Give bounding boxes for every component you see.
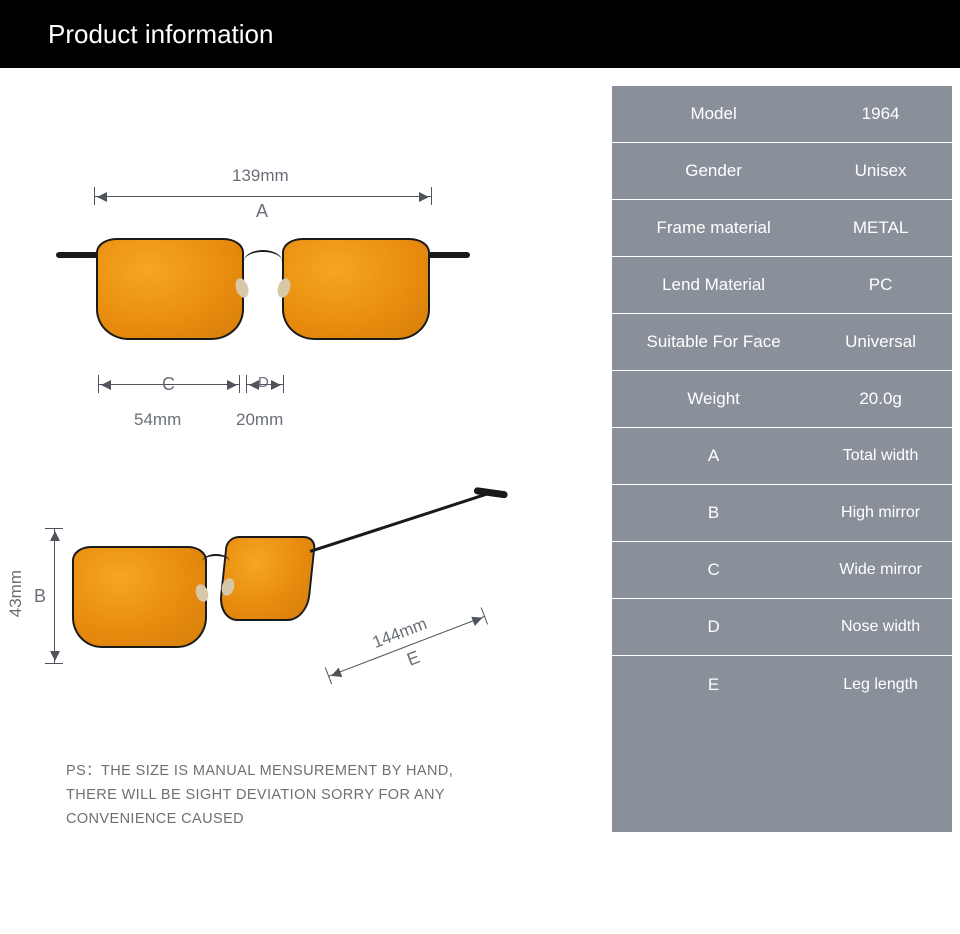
spec-label: Suitable For Face <box>612 332 809 352</box>
dimension-value-a: 139mm <box>232 166 289 186</box>
spec-label: D <box>612 617 809 637</box>
spec-row: Weight 20.0g <box>612 371 952 428</box>
dimension-letter-b: B <box>34 586 46 607</box>
spec-row: Lend Material PC <box>612 257 952 314</box>
spec-label: Lend Material <box>612 275 809 295</box>
spec-value: 1964 <box>809 104 952 124</box>
dimension-line-a <box>94 196 432 197</box>
spec-value: Leg length <box>809 676 952 694</box>
dimension-value-b: 43mm <box>6 570 26 617</box>
spec-row: C Wide mirror <box>612 542 952 599</box>
dimension-letter-a: A <box>256 201 268 222</box>
spec-row: A Total width <box>612 428 952 485</box>
spec-table: Model 1964 Gender Unisex Frame material … <box>612 86 952 832</box>
spec-label: Model <box>612 104 809 124</box>
spec-value: Total width <box>809 447 952 465</box>
dimension-letter-d: D <box>258 374 269 391</box>
spec-label: Weight <box>612 389 809 409</box>
spec-row: Suitable For Face Universal <box>612 314 952 371</box>
spec-row: Frame material METAL <box>612 200 952 257</box>
dimension-value-d: 20mm <box>236 410 283 430</box>
spec-value: 20.0g <box>809 389 952 409</box>
spec-value: Nose width <box>809 618 952 636</box>
spec-row: Gender Unisex <box>612 143 952 200</box>
spec-value: Wide mirror <box>809 561 952 579</box>
glasses-front-illustration <box>96 238 430 348</box>
content-area: 139mm A C 54mm <box>0 68 960 832</box>
spec-value: PC <box>809 275 952 295</box>
spec-row: B High mirror <box>612 485 952 542</box>
spec-label: B <box>612 503 809 523</box>
spec-row: E Leg length <box>612 656 952 713</box>
spec-label: C <box>612 560 809 580</box>
spec-value: Unisex <box>809 161 952 181</box>
spec-value: METAL <box>809 218 952 238</box>
spec-row: Model 1964 <box>612 86 952 143</box>
spec-value: High mirror <box>809 504 952 522</box>
diagram-column: 139mm A C 54mm <box>8 86 572 832</box>
diagram-area: 139mm A C 54mm <box>8 126 528 756</box>
page-title: Product information <box>48 19 273 50</box>
spec-label: E <box>612 675 809 695</box>
spec-label: Frame material <box>612 218 809 238</box>
disclaimer-text: PS：THE SIZE IS MANUAL MENSUREMENT BY HAN… <box>8 756 488 832</box>
dimension-value-c: 54mm <box>134 410 181 430</box>
spec-value: Universal <box>809 332 952 352</box>
spec-row: D Nose width <box>612 599 952 656</box>
dimension-letter-c: C <box>162 374 175 395</box>
header-bar: Product information <box>0 0 960 68</box>
spec-label: Gender <box>612 161 809 181</box>
spec-label: A <box>612 446 809 466</box>
dimension-line-b <box>54 528 55 664</box>
